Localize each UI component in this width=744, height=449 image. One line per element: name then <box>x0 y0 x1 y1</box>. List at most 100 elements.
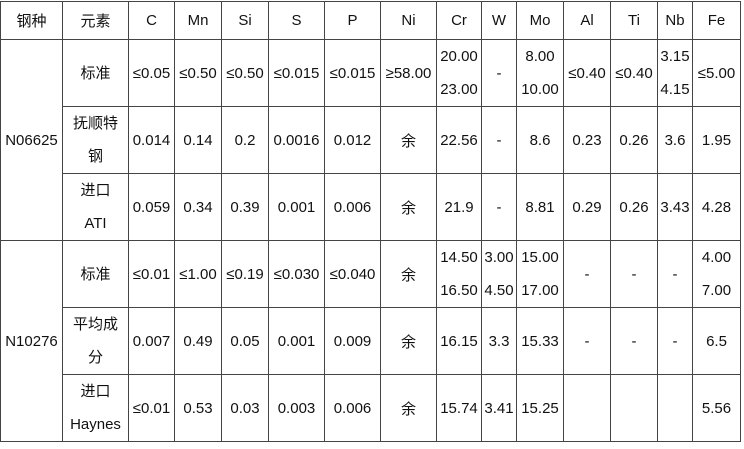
header-cell: Mo <box>516 1 564 40</box>
grade-cell: N06625 <box>0 39 63 241</box>
cell-line: 进口 <box>80 383 111 400</box>
value-cell: ≤0.015 <box>324 39 381 107</box>
value-cell: - <box>481 39 517 107</box>
value-cell: 14.50 16.50 <box>436 240 482 308</box>
value-cell: - <box>563 240 611 308</box>
value-cell: 0.26 <box>610 106 658 174</box>
cell-line: 14.50 <box>440 249 478 266</box>
header-cell: Si <box>221 1 269 40</box>
data-row: 抚顺特钢 0.014 0.14 0.2 0.0016 0.012 余 22.56-8.6 0.2… <box>1 106 741 174</box>
value-cell: 20.00 23.00 <box>436 39 482 107</box>
value-cell: - <box>563 307 611 375</box>
value-cell: 0.007 <box>128 307 175 375</box>
header-cell: Fe <box>692 1 741 40</box>
value-cell: 0.14 <box>174 106 222 174</box>
value-cell: ≤1.00 <box>174 240 222 308</box>
value-cell: ≤0.50 <box>221 39 269 107</box>
value-cell: ≤0.40 <box>563 39 611 107</box>
composition-table: 钢种 元素 C Mn Si S P Ni Cr W Mo Al Ti Nb Fe N06625 标准 ≤0.05 ≤… <box>0 1 741 442</box>
header-cell: 元素 <box>62 1 129 40</box>
data-row: N06625 标准 ≤0.05 ≤0.50 ≤0.50 ≤0.015 ≤0.015 ≥58.0… <box>0 39 741 241</box>
cell-line: 10.00 <box>521 81 559 98</box>
value-cell: ≤0.01 <box>128 240 175 308</box>
value-cell: 8.6 <box>516 106 564 174</box>
cell-line: 17.00 <box>521 282 559 299</box>
value-cell: 0.001 <box>268 307 325 375</box>
value-cell: 0.03 <box>221 374 269 442</box>
value-cell: 5.56 <box>692 374 741 442</box>
cell-line: 23.00 <box>440 81 478 98</box>
cell-line: 20.00 <box>440 48 478 65</box>
cell-line: 7.00 <box>701 282 732 299</box>
value-cell: 0.26 <box>610 173 658 241</box>
cell-line: 4.00 <box>701 249 732 266</box>
value-cell: 3.00 4.50 <box>481 240 517 308</box>
header-cell: Mn <box>174 1 222 40</box>
value-cell: 余 <box>380 106 437 174</box>
value-cell: - <box>610 240 658 308</box>
header-cell: Ni <box>380 1 437 40</box>
header-cell: P <box>324 1 381 40</box>
element-cell: 标准 <box>62 240 129 308</box>
value-cell: 3.6 <box>657 106 693 174</box>
value-cell: 余 <box>380 307 437 375</box>
cell-line: Haynes <box>70 416 121 433</box>
value-cell <box>563 374 611 442</box>
value-cell: 3.3 <box>481 307 517 375</box>
value-cell: 8.00 10.00 <box>516 39 564 107</box>
cell-line: 4.15 <box>660 81 690 98</box>
value-cell: 22.56 <box>436 106 482 174</box>
value-cell: ≤0.015 <box>268 39 325 107</box>
element-cell: 进口 Haynes <box>62 374 129 442</box>
value-cell: ≤0.19 <box>221 240 269 308</box>
value-cell: 4.00 7.00 <box>692 240 741 308</box>
value-cell: 3.15 4.15 <box>657 39 693 107</box>
cell-line: 4.50 <box>484 282 514 299</box>
value-cell: 15.00 17.00 <box>516 240 564 308</box>
header-cell: S <box>268 1 325 40</box>
value-cell <box>610 374 658 442</box>
value-cell: 3.43 <box>657 173 693 241</box>
value-cell: 0.34 <box>174 173 222 241</box>
header-cell: Nb <box>657 1 693 40</box>
value-cell <box>657 374 693 442</box>
value-cell: 4.28 <box>692 173 741 241</box>
data-row: N10276 标准 ≤0.01 ≤1.00 ≤0.19 ≤0.030 ≤0.040 余 14.5… <box>0 240 741 442</box>
value-cell: 0.012 <box>324 106 381 174</box>
value-cell: 余 <box>380 173 437 241</box>
value-cell: 余 <box>380 240 437 308</box>
value-cell: - <box>481 106 517 174</box>
value-cell: 余 <box>380 374 437 442</box>
cell-line: 钢 <box>87 148 103 165</box>
header-cell: Ti <box>610 1 658 40</box>
value-cell: - <box>657 240 693 308</box>
element-cell: 抚顺特钢 <box>62 106 129 174</box>
value-cell: - <box>481 173 517 241</box>
header-cell: Cr <box>436 1 482 40</box>
value-cell: ≤0.030 <box>268 240 325 308</box>
value-cell: 0.006 <box>324 374 381 442</box>
cell-line: 8.00 <box>525 48 555 65</box>
value-cell: ≥58.00 <box>380 39 437 107</box>
value-cell: ≤0.05 <box>128 39 175 107</box>
value-cell: 0.014 <box>128 106 175 174</box>
grade-cell: N10276 <box>0 240 63 442</box>
value-cell: 0.05 <box>221 307 269 375</box>
value-cell: ≤0.040 <box>324 240 381 308</box>
value-cell: 0.49 <box>174 307 222 375</box>
value-cell: 0.006 <box>324 173 381 241</box>
value-cell: 16.15 <box>436 307 482 375</box>
value-cell: 6.5 <box>692 307 741 375</box>
element-cell: 进口 ATI <box>62 173 129 241</box>
header-cell: W <box>481 1 517 40</box>
value-cell: 8.81 <box>516 173 564 241</box>
value-cell: 15.25 <box>516 374 564 442</box>
element-cell: 标准 <box>62 39 129 107</box>
value-cell: 21.9 <box>436 173 482 241</box>
value-cell: - <box>610 307 658 375</box>
value-cell: - <box>657 307 693 375</box>
value-cell: 0.2 <box>221 106 269 174</box>
cell-line: 3.00 <box>484 249 514 266</box>
header-row: 钢种 元素 C Mn Si S P Ni Cr W Mo Al Ti Nb Fe <box>0 1 741 40</box>
